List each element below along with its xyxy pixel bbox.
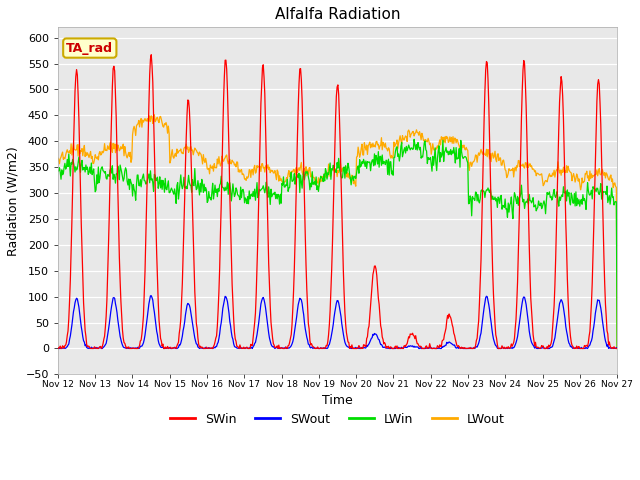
Text: TA_rad: TA_rad	[67, 42, 113, 55]
SWin	[424, 346, 431, 351]
SWin	[55, 346, 63, 351]
LWin	[613, 346, 621, 351]
SWout	[122, 346, 130, 351]
Line: LWin: LWin	[58, 139, 617, 348]
SWin	[210, 344, 218, 349]
LWout	[64, 150, 72, 156]
SWout	[407, 343, 415, 349]
Legend: SWin, SWout, LWin, LWout: SWin, SWout, LWin, LWout	[165, 408, 510, 431]
SWin	[147, 52, 155, 58]
Line: SWout: SWout	[58, 296, 617, 348]
LWout	[406, 134, 414, 140]
Title: Alfalfa Radiation: Alfalfa Radiation	[275, 7, 400, 22]
SWin	[54, 345, 61, 350]
SWin	[613, 346, 621, 351]
Line: LWout: LWout	[58, 115, 617, 348]
LWin	[406, 145, 413, 151]
LWout	[423, 139, 431, 144]
SWout	[613, 345, 621, 351]
Y-axis label: Radiation (W/m2): Radiation (W/m2)	[7, 146, 20, 256]
LWin	[54, 168, 61, 174]
LWin	[410, 136, 418, 142]
LWout	[613, 346, 621, 351]
SWout	[147, 293, 155, 299]
LWin	[122, 165, 129, 171]
SWout	[424, 346, 431, 351]
LWin	[423, 148, 431, 154]
SWin	[180, 223, 188, 229]
X-axis label: Time: Time	[322, 395, 353, 408]
SWin	[65, 316, 72, 322]
SWout	[65, 341, 72, 347]
LWout	[150, 112, 158, 118]
LWin	[208, 190, 216, 195]
SWout	[210, 345, 218, 351]
SWin	[407, 332, 415, 337]
LWin	[64, 164, 72, 169]
SWout	[180, 324, 188, 330]
LWout	[179, 151, 187, 156]
LWin	[179, 186, 186, 192]
LWout	[54, 155, 61, 161]
SWin	[122, 346, 130, 351]
LWout	[122, 149, 129, 155]
SWout	[56, 346, 63, 351]
Line: SWin: SWin	[58, 55, 617, 348]
LWout	[209, 163, 216, 169]
SWout	[54, 346, 61, 351]
